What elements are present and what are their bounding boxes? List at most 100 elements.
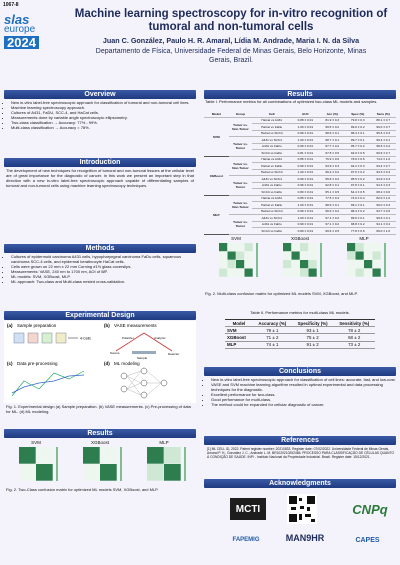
table-row: Tumor vs. Tumor A431 vs SCC4 1.00 ± 0.01 97… xyxy=(204,214,396,235)
table-header-row: Model Group Cell AUC Acc (%) Spec (%) Sens (%) xyxy=(204,111,396,118)
table-cell: 65.1 ± 0.5 xyxy=(319,188,345,196)
figure-caption: Fig. 1. Experimental design (a) Sample p… xyxy=(6,404,191,414)
matrix-cell xyxy=(308,251,317,260)
panel-b-drawing xyxy=(115,332,173,354)
table-cell: XGBoost xyxy=(225,333,253,342)
node xyxy=(120,372,128,380)
table-cell: 0.99 ± 0.01 xyxy=(291,162,320,170)
table-cell: 95.7 ± 0.2 xyxy=(345,143,371,150)
table-row: HaCat vs FaDu 1.00 ± 0.01 99.5 ± 0.2 99.9 ±… xyxy=(204,123,396,131)
group-cell: Tumor vs. Tumor xyxy=(228,175,253,196)
list-item: New in-vitro label-free spectroscopic ap… xyxy=(11,100,199,106)
affiliation: Departamento de Física, Universidade Fed… xyxy=(95,48,367,64)
list-item: [1] ML CELL ID, 2022. Patent register nu… xyxy=(207,447,395,459)
matrix-cell xyxy=(227,260,236,269)
matrix-cell xyxy=(164,464,181,481)
section-heading: Conclusions xyxy=(204,367,396,376)
list-item: Measurements: VASE, 240 nm to 1700 nm, A… xyxy=(11,269,199,275)
table-cell: 99.0 ± 0.7 xyxy=(370,123,396,131)
figure-caption: Fig. 2. Multi-class confusion matrix for… xyxy=(205,291,358,296)
table-cell: 99.9 ± 0.2 xyxy=(345,123,371,131)
table-cell: 97.1 ± 0.2 xyxy=(319,214,345,222)
table-header: Spec (%) xyxy=(345,111,371,118)
table-cell: HaCat vs FaDu xyxy=(252,123,292,131)
panel-label: ML modeling xyxy=(114,361,140,366)
table-cell: 93.3 ± 0.3 xyxy=(370,169,396,176)
table-cell: A431 vs FaDu xyxy=(252,182,292,189)
metrics-table: Model Accuracy (%) Specificity (%) Sensitiv… xyxy=(225,319,375,349)
matrix-cell xyxy=(244,243,253,252)
matrix-cell xyxy=(300,268,309,277)
matrix-cell xyxy=(283,268,292,277)
matrix-cell xyxy=(147,464,164,481)
poster-code: 1067-8 xyxy=(3,2,19,8)
matrix-cell xyxy=(147,447,164,464)
panel-tag: (a) xyxy=(7,323,13,328)
table-cell: 98.9 ± 0.1 xyxy=(319,201,345,209)
matrix-cell xyxy=(83,464,100,481)
table-row: SVM 79 ± 1 93 ± 1 78 ± 2 xyxy=(225,326,375,335)
table-cell: 98.4 ± 0.2 xyxy=(345,208,371,215)
vase-label: Analyzer xyxy=(154,336,166,340)
matrix-cell xyxy=(227,251,236,260)
list-item: Cultures of epidermoid carcinoma A431 ce… xyxy=(11,254,199,265)
title: Machine learning spectroscopy for in-vit… xyxy=(74,8,388,33)
table-cell: 66.0 ± 1.0 xyxy=(370,227,396,235)
colorbar xyxy=(184,447,186,481)
matrix-cell xyxy=(244,268,253,277)
sponsor-logo: FAPEMIG xyxy=(232,537,260,543)
table-cell: 78.0 ± 0.6 xyxy=(345,156,371,163)
table-header: Sensitivity (%) xyxy=(333,319,375,328)
table-header: Specificity (%) xyxy=(291,319,334,328)
matrix-cell xyxy=(364,260,373,269)
list-item: Multi-class classification → Accuracy = … xyxy=(11,125,199,131)
section-heading: Results xyxy=(204,90,396,99)
sponsor-logo: CNPq xyxy=(352,501,388,517)
sponsor-logo: MCTI xyxy=(230,498,266,520)
table-caption: Table II. Performance metrics for multi-… xyxy=(250,310,350,315)
table-cell: HaCat vs FaDu xyxy=(252,162,292,170)
table-row: MLP Tumor vs. Non-Tumor HaCat vs A431 0.85 … xyxy=(204,195,396,235)
table-cell: 97.1 ± 0.2 xyxy=(319,221,345,228)
matrix-cell xyxy=(300,251,309,260)
section-heading: Introduction xyxy=(4,158,196,167)
matrix-cell xyxy=(364,268,373,277)
table-wrap: Model Accuracy (%) Specificity (%) Sensitiv… xyxy=(225,319,375,349)
matrix xyxy=(19,447,58,481)
figure-caption: Fig. 2. Two-Class confusion matrix for o… xyxy=(6,487,159,492)
panel-tag: (b) xyxy=(104,323,110,328)
table-cell: 95.8 ± 0.2 xyxy=(319,175,345,183)
list-item: Machine learning spectroscopy approach. xyxy=(11,105,199,111)
matrix-cell xyxy=(100,464,117,481)
table-row: HaCat vs FaDu 0.99 ± 0.01 93.9 ± 0.3 94.2 ±… xyxy=(204,162,396,170)
colorbar xyxy=(56,447,58,481)
matrix-panel: XGBoost xyxy=(268,236,332,286)
list-item: Cells were grown on 22 mm x 22 mm Cornin… xyxy=(11,264,199,270)
matrix-panel: SVM xyxy=(204,236,268,286)
matrix-cell xyxy=(291,268,300,277)
colorbar xyxy=(256,243,258,277)
table-cell: 1.00 ± 0.01 xyxy=(291,201,320,209)
table-cell: 93.4 ± 0.7 xyxy=(370,162,396,170)
table-cell: 94.9 ± 0.3 xyxy=(370,175,396,183)
matrix-title: SVM xyxy=(231,236,241,241)
matrix-cell xyxy=(347,268,356,277)
table-cell: 0.99 ± 0.01 xyxy=(291,130,320,137)
node xyxy=(140,367,148,375)
table-cell: 99.5 ± 0.2 xyxy=(319,123,345,131)
table-cell: 0.85 ± 0.01 xyxy=(291,156,320,163)
matrix-title: XGBoost xyxy=(90,440,109,445)
matrix-cell xyxy=(164,447,181,464)
panel-c-drawing xyxy=(11,370,85,397)
table-cell: 98.4 ± 0.1 xyxy=(345,130,371,137)
table-row: SCC4 vs FaDu 0.80 ± 0.01 69.6 ± 0.5 77.8 ± … xyxy=(204,227,396,235)
panel-d-drawing xyxy=(120,367,168,399)
matrix-cell xyxy=(308,243,317,252)
table-row: HaCat vs SCC4 0.99 ± 0.01 96.6 ± 0.2 98.4 ±… xyxy=(204,208,396,215)
matrix xyxy=(83,447,122,481)
matrix-title: MLP xyxy=(159,440,169,445)
sponsor-logo: MAN9HR xyxy=(285,533,325,543)
table-header: Sens (%) xyxy=(370,111,396,118)
matrix-cell xyxy=(355,260,364,269)
table-cell: 1.00 ± 0.01 xyxy=(291,169,320,176)
